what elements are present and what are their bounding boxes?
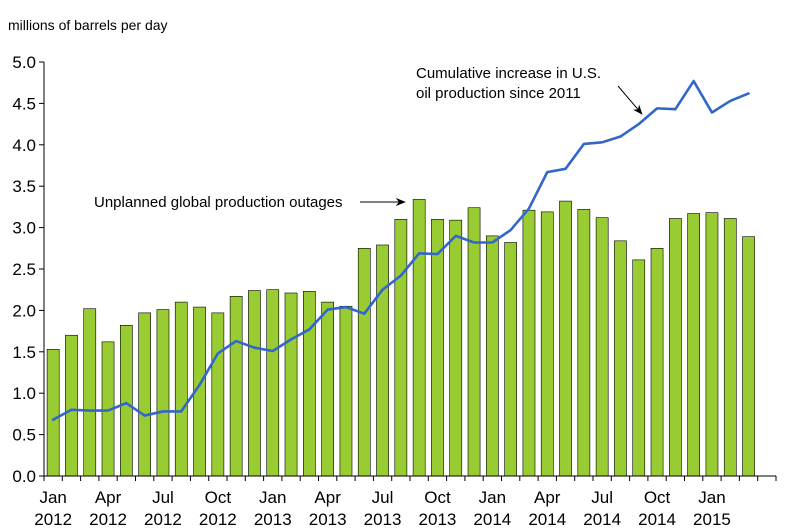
x-tick-label-year-11: 2014 [638,510,676,529]
x-tick-label-month-7: Oct [424,488,451,507]
y-tick-label-6: 3.0 [12,219,36,238]
bar-outages-37 [723,218,737,477]
x-tick-label-year-5: 2013 [309,510,347,529]
bar-outages-32 [632,259,646,477]
bar-outages-22 [449,219,463,477]
line-layer [51,79,750,422]
y-tick-label-0: 0.0 [12,467,36,486]
annotation-layer: Cumulative increase in U.S. oil productio… [94,65,643,211]
bar-outages-34 [669,218,682,477]
x-tick-label-month-3: Oct [205,488,232,507]
x-tick-label-year-8: 2014 [473,510,511,529]
x-tick-label-year-10: 2014 [583,510,621,529]
bar-outages-17 [357,248,371,477]
bar-outages-21 [431,219,444,477]
x-tick-label-month-8: Jan [479,488,506,507]
x-tick-label-year-7: 2013 [419,510,457,529]
bar-outages-15 [321,301,334,477]
x-tick-label-month-11: Oct [644,488,671,507]
bar-outages-25 [504,242,517,477]
bar-outages-29 [577,209,591,477]
x-tick-label-month-6: Jul [372,488,394,507]
annotation-line-arrow [617,85,643,115]
x-tick-label-year-9: 2014 [528,510,566,529]
bar-outages-6 [156,309,170,477]
bar-outages-30 [595,217,609,477]
bar-outages-11 [248,290,261,477]
x-tick-label-year-6: 2013 [364,510,402,529]
bar-outages-24 [486,235,499,477]
x-tick-label-month-0: Jan [39,488,66,507]
bar-outages-19 [394,219,408,477]
x-tick-label-month-9: Apr [534,488,561,507]
bar-outages-26 [522,209,536,477]
y-tick-label-9: 4.5 [12,94,36,113]
y-tick-label-1: 0.5 [12,426,36,445]
x-tick-label-year-2: 2012 [144,510,182,529]
y-tick-label-8: 4.0 [12,136,36,155]
bar-outages-12 [266,289,280,477]
y-tick-label-7: 3.5 [12,177,36,196]
y-axis-unit-label: millions of barrels per day [8,17,168,33]
x-tick-label-year-4: 2013 [254,510,292,529]
y-tick-label-2: 1.0 [12,384,36,403]
annotation-bar-text: Unplanned global production outages [94,194,343,211]
x-tick-label-year-0: 2012 [34,510,72,529]
bar-outages-28 [559,200,572,477]
bar-outages-10 [229,296,243,477]
bar-outages-23 [467,207,481,477]
x-tick-label-year-3: 2012 [199,510,237,529]
x-tick-label-month-5: Apr [314,488,341,507]
bar-outages-13 [284,292,298,477]
bar-outages-1 [65,334,78,477]
bar-outages-20 [412,199,426,477]
x-tick-label-month-2: Jul [152,488,174,507]
x-tick-label-month-12: Jan [698,488,725,507]
y-tick-label-10: 5.0 [12,53,36,72]
bar-outages-5 [138,312,151,477]
x-tick-label-month-4: Jan [259,488,286,507]
bar-outages-35 [687,213,700,477]
axis-layer: 0.0 0.5 1.0 1.5 2.0 2.5 3.0 3.5 4.0 4.5 5.0 Jan 2012… [12,53,777,529]
bar-outages-16 [339,305,353,477]
bar-outages-9 [211,312,225,477]
bar-outages-38 [742,236,755,477]
bar-outages-7 [174,301,188,477]
y-tick-label-4: 2.0 [12,301,36,320]
bar-outages-31 [614,240,627,477]
bar-outages-4 [120,324,133,477]
bar-outages-2 [83,308,97,477]
y-tick-label-5: 2.5 [12,260,36,279]
x-tick-label-month-10: Jul [591,488,613,507]
bar-outages-14 [303,291,316,477]
bars-layer [46,199,755,477]
bar-outages-33 [650,248,664,477]
x-tick-label-year-12: 2015 [693,510,731,529]
x-tick-label-month-1: Apr [95,488,122,507]
bar-outages-0 [46,349,60,477]
annotation-line-text-0: Cumulative increase in U.S. [416,65,601,82]
y-tick-label-3: 1.5 [12,343,36,362]
bar-outages-36 [705,212,719,477]
bar-outages-27 [540,211,554,477]
x-tick-label-year-1: 2012 [89,510,127,529]
bar-outages-18 [376,244,389,477]
annotation-line-text-1: oil production since 2011 [416,85,581,102]
line-us-production [51,79,750,422]
